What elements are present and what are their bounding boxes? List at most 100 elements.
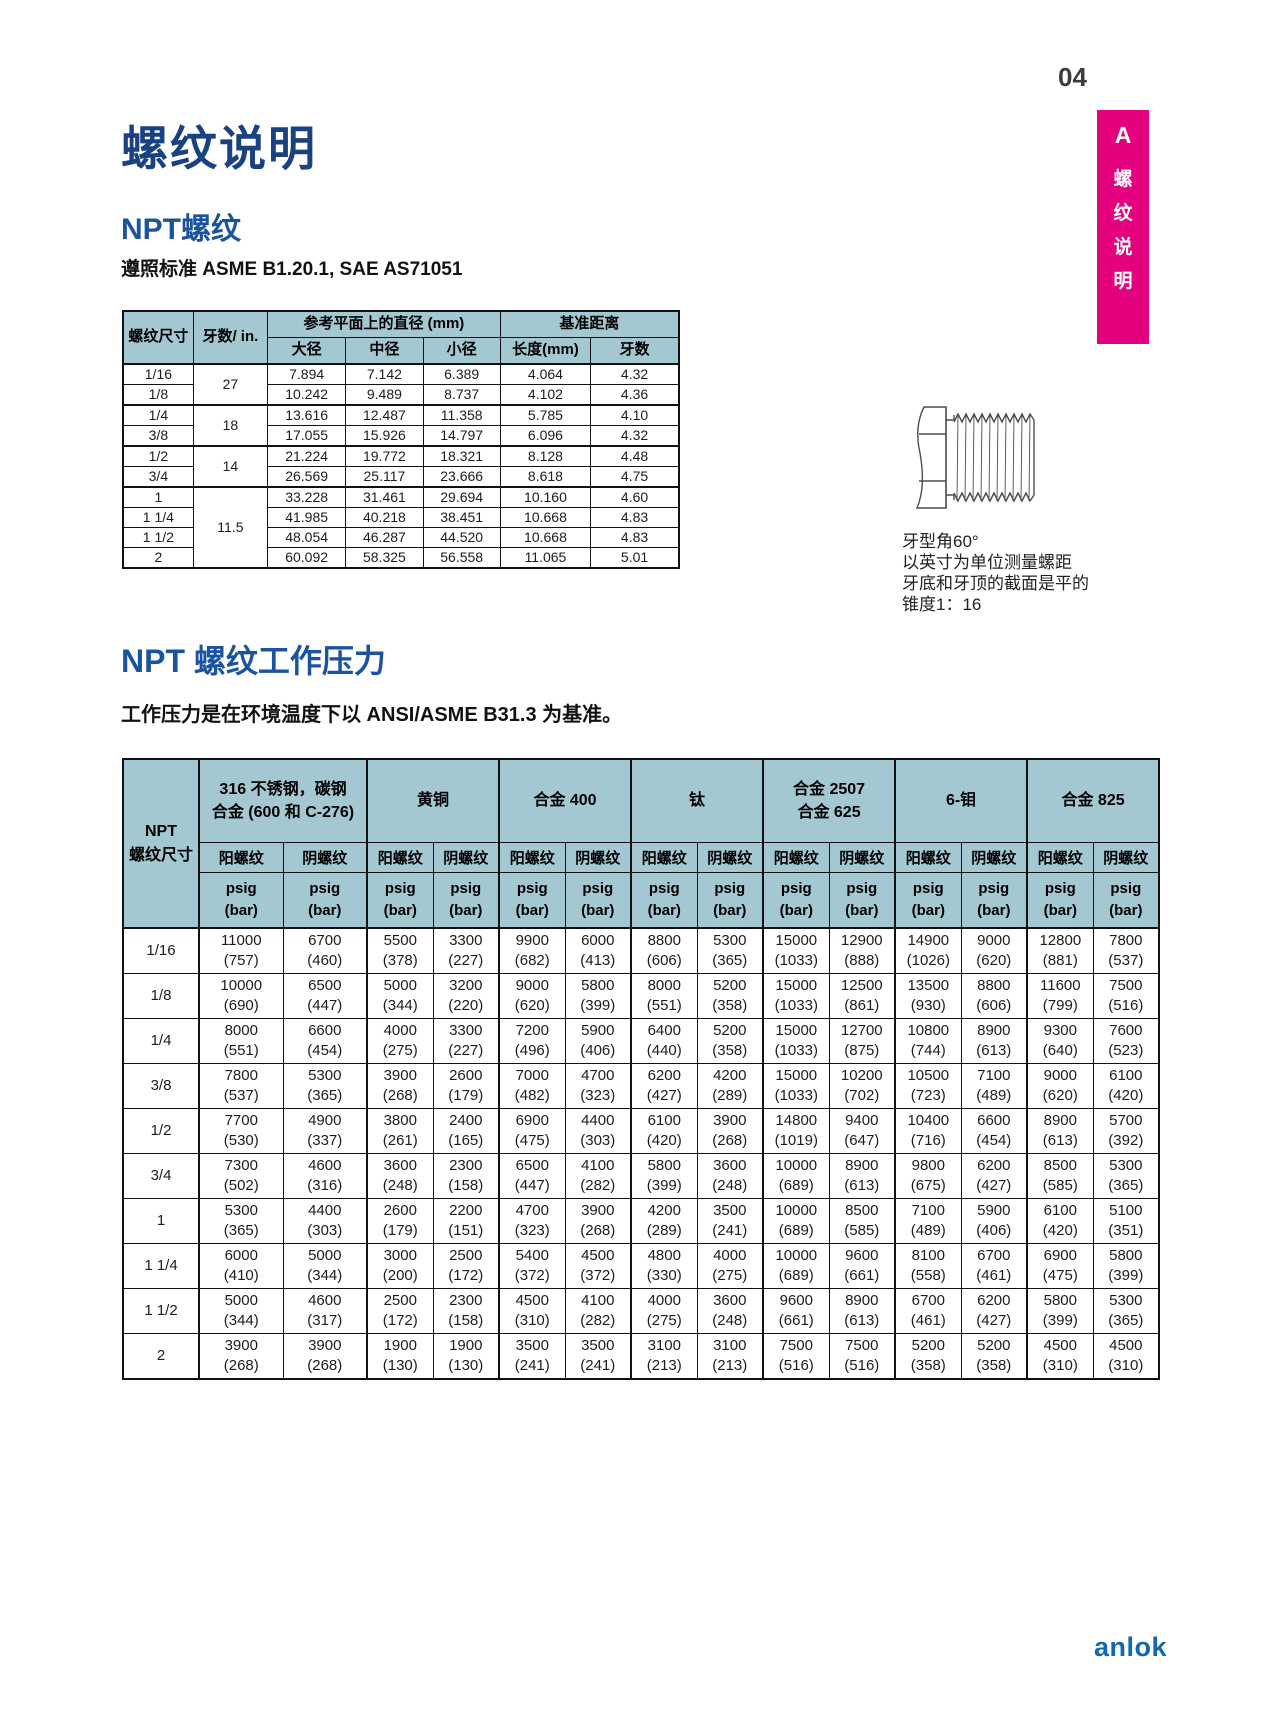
psig-value: 7000 [515,1067,549,1084]
psig-value: 5800 [1109,1247,1143,1264]
pressure-value-cell: 6200 (427) [960,1288,1028,1334]
pressure-value-cell: 6900 (475) [1026,1243,1094,1289]
pressure-value-cell: 7800 (537) [1092,927,1160,974]
psig-value: 4100 [581,1157,615,1174]
npt-dimensions-table: 螺纹尺寸 牙数/ in. 参考平面上的直径 (mm) 基准距离 大径 中径 小径… [122,310,680,569]
bar-value: (1019) [774,1132,818,1149]
psig-value: 6900 [1043,1247,1077,1264]
material-header: 黄铜 [365,758,500,843]
psig-value: 4400 [581,1112,615,1129]
psig-value: 3300 [449,1022,483,1039]
bar-value: (172) [382,1312,418,1329]
tpi-cell: 27 [192,362,269,405]
bar-value: (172) [448,1267,484,1284]
pressure-value-cell: 10400 (716) [894,1108,962,1154]
psig-value: 3100 [647,1337,681,1354]
pressure-value-cell: 7600 (523) [1092,1018,1160,1064]
bar-value: (372) [514,1267,550,1284]
psig-value: 7500 [779,1337,813,1354]
npt-fitting-diagram [900,395,1060,521]
dimension-cell: 9.489 [345,383,424,405]
psig-value: 5300 [1109,1292,1143,1309]
pressure-value-cell: 6500 (447) [498,1153,566,1199]
page-number: 04 [1058,62,1087,92]
bar-value: (461) [910,1312,946,1329]
diagram-note-line: 锥度1：16 [902,595,982,614]
psig-value: 6200 [977,1157,1011,1174]
psig-value: 7700 [224,1112,258,1129]
dims-header-tpi: 牙数/ in. [192,310,269,364]
male-thread-header: 阳螺纹 [498,842,566,873]
bar-value: (447) [307,997,343,1014]
pressure-value-cell: 11000 (757) [198,927,284,974]
dimension-cell: 19.772 [345,444,424,467]
pressure-value-cell: 2300 (158) [432,1153,500,1199]
pressure-value-cell: 6600 (454) [282,1018,368,1064]
bar-value: (1026) [906,952,950,969]
pressure-value-cell: 11600 (799) [1026,973,1094,1019]
bar-value: (282) [580,1177,616,1194]
pressure-value-cell: 4000 (275) [696,1243,764,1289]
thread-size-cell: 1/8 [122,383,194,405]
pressure-value-cell: 6100 (420) [1092,1063,1160,1109]
psig-value: 5900 [977,1202,1011,1219]
unit-psig-label: psig [384,879,416,897]
dimension-cell: 12.487 [345,403,424,426]
pressure-value-cell: 6000 (410) [198,1243,284,1289]
psig-value: 6100 [1043,1202,1077,1219]
unit-header: psig (bar) [630,872,698,929]
bar-value: (303) [580,1132,616,1149]
pressure-value-cell: 4500 (310) [1026,1333,1094,1380]
bar-value: (861) [844,997,880,1014]
pressure-value-cell: 5300 (365) [696,927,764,974]
diagram-note-line: 以英寸为单位测量螺距 [902,553,1072,572]
dimension-row: 3/8 17.055 15.926 14.797 6.096 4.32 [122,424,680,446]
thread-size-cell: 1 1/2 [122,526,194,548]
bar-value: (875) [844,1042,880,1059]
psig-value: 8000 [224,1022,258,1039]
psig-value: 6100 [647,1112,681,1129]
unit-psig-label: psig [582,879,614,897]
pressure-value-cell: 5800 (399) [630,1153,698,1199]
unit-bar-label: (bar) [383,902,417,919]
pressure-value-cell: 9800 (675) [894,1153,962,1199]
psig-value: 8000 [647,977,681,994]
dimension-cell: 15.926 [345,424,424,446]
psig-value: 4600 [308,1292,342,1309]
psig-value: 15000 [775,1022,818,1039]
pressure-value-cell: 5800 (399) [1092,1243,1160,1289]
dimension-cell: 4.60 [590,485,680,508]
psig-value: 4500 [1043,1337,1077,1354]
pressure-value-cell: 4100 (282) [564,1153,632,1199]
pressure-value-cell: 9000 (620) [498,973,566,1019]
psig-value: 7800 [1109,932,1143,949]
bar-value: (537) [1108,952,1144,969]
female-thread-header: 阴螺纹 [696,842,764,873]
unit-psig-label: psig [516,879,548,897]
bar-value: (399) [646,1177,682,1194]
bar-value: (461) [976,1267,1012,1284]
psig-value: 8500 [845,1202,879,1219]
pressure-value-cell: 4400 (303) [282,1198,368,1244]
psig-value: 3600 [713,1157,747,1174]
psig-value: 5800 [581,977,615,994]
female-thread-header: 阴螺纹 [960,842,1028,873]
dimension-cell: 25.117 [345,465,424,487]
unit-header: psig (bar) [762,872,830,929]
dimension-cell: 10.242 [266,383,347,405]
unit-header: psig (bar) [564,872,632,929]
pressure-value-cell: 2400 (165) [432,1108,500,1154]
dimension-cell: 31.461 [345,485,424,508]
bar-value: (661) [844,1267,880,1284]
unit-bar-label: (bar) [647,902,681,919]
dims-header-size: 螺纹尺寸 [122,310,194,364]
pressure-value-cell: 5400 (372) [498,1243,566,1289]
psig-value: 5000 [383,977,417,994]
pressure-value-cell: 4000 (275) [630,1288,698,1334]
bar-value: (489) [910,1222,946,1239]
dims-table-body: 1/16 27 7.894 7.142 6.389 4.064 4.32 1/8 10.242 9… [122,362,680,568]
pressure-value-cell: 4500 (310) [498,1288,566,1334]
bar-value: (413) [580,952,616,969]
bar-value: (757) [223,952,259,969]
pressure-value-cell: 8900 (613) [828,1153,896,1199]
